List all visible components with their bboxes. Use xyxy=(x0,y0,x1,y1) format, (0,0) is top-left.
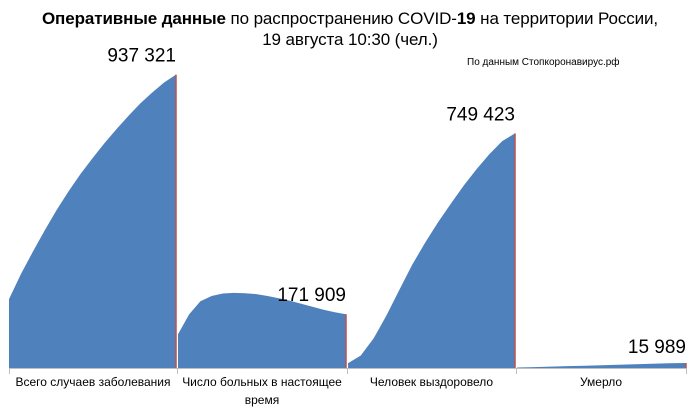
area-series-1 xyxy=(9,74,176,368)
category-label-4: Умерло xyxy=(580,375,622,389)
title-bold-2: 19 xyxy=(456,9,476,28)
chart-labels: 937 321 Всего случаев заболевания 171 909 Ч… xyxy=(16,46,687,407)
value-label-3: 749 423 xyxy=(446,104,515,125)
area-series-4 xyxy=(517,363,686,368)
chart-axes xyxy=(9,368,687,374)
title-line-1: Оперативные данные по распространению CO… xyxy=(0,8,700,29)
area-series-2 xyxy=(178,292,346,368)
title-text-1: по распространению COVID- xyxy=(225,9,457,28)
category-label-1: Всего случаев заболевания xyxy=(16,375,171,389)
category-label-3: Человек выздоровело xyxy=(370,375,493,389)
source-note: По данным Стопкоронавирус.рф xyxy=(467,57,620,68)
title-text-2: на территории России, xyxy=(475,9,659,28)
category-label-2-line-1: Число больных в настоящее xyxy=(182,375,342,389)
value-label-1: 937 321 xyxy=(107,46,176,67)
title-bold-1: Оперативные данные xyxy=(41,9,226,28)
value-label-4: 15 989 xyxy=(628,337,686,358)
value-label-2: 171 909 xyxy=(277,285,346,306)
category-label-2-line-2: время xyxy=(245,393,279,407)
area-series-3 xyxy=(348,133,515,368)
title-line-2: 19 августа 10:30 (чел.) xyxy=(262,30,438,49)
chart-title: Оперативные данные по распространению CO… xyxy=(0,8,700,50)
chart-areas xyxy=(9,74,687,368)
